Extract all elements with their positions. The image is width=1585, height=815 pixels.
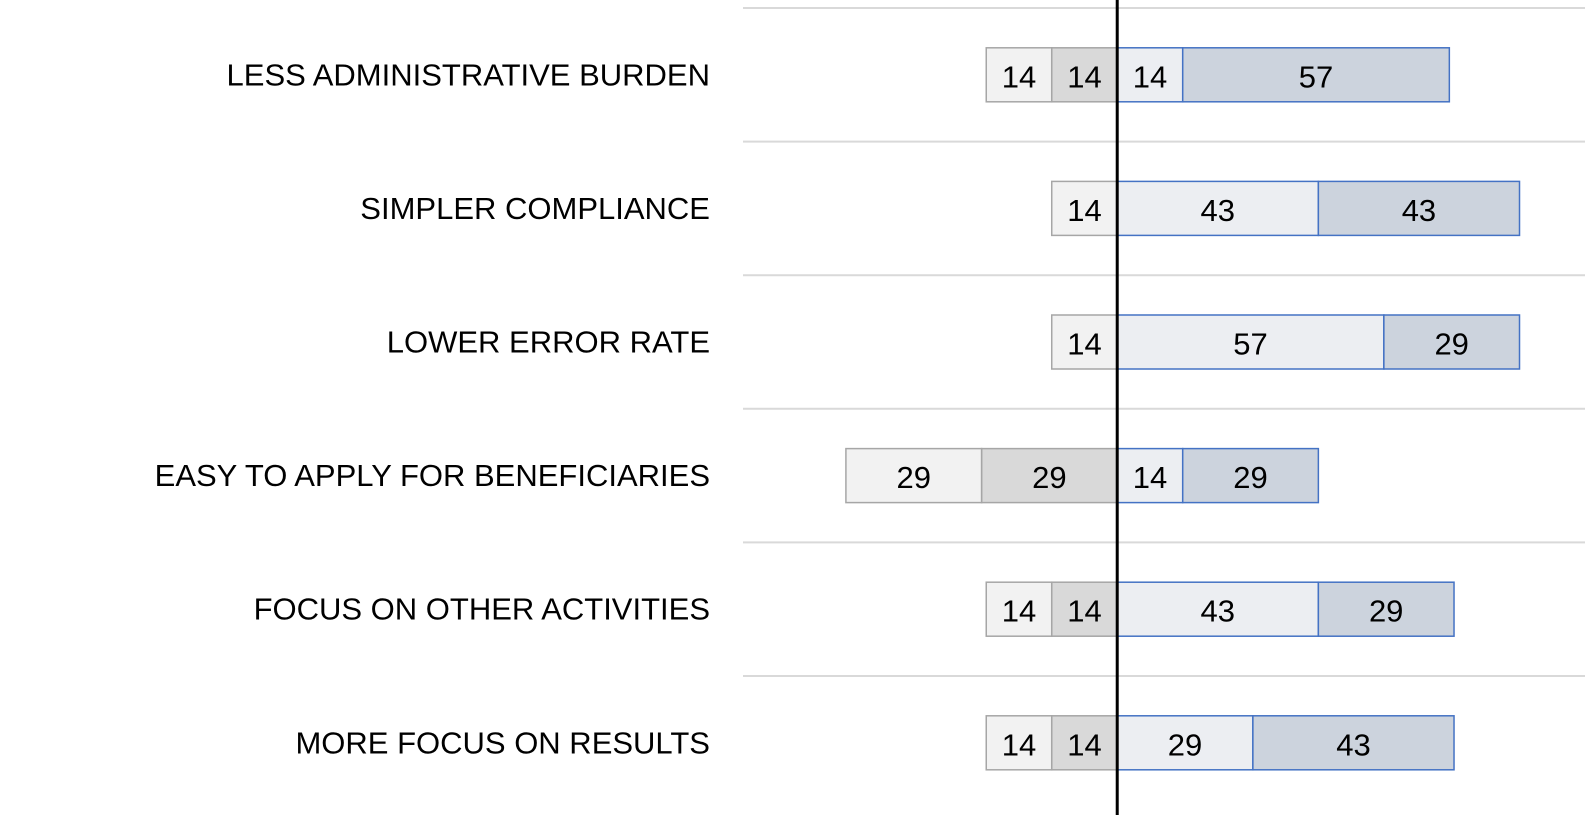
value-label: 29 [896,460,930,495]
category-label: SIMPLER COMPLIANCE [360,191,710,226]
value-label: 57 [1299,59,1333,94]
value-label: 43 [1201,594,1235,629]
value-label: 14 [1133,460,1167,495]
category-label: EASY TO APPLY FOR BENEFICIARIES [155,458,710,493]
bar-segment [1383,314,1521,370]
value-label: 14 [1002,727,1036,762]
bar-segment [1050,314,1118,370]
bar-segment [1317,180,1521,237]
bar-segment [985,715,1053,771]
bar-segment [1050,47,1118,103]
bar-segment [1116,581,1320,637]
value-label: 57 [1233,327,1267,362]
value-label: 14 [1067,327,1101,362]
value-label: 29 [1369,594,1403,629]
category-label: MORE FOCUS ON RESULTS [295,725,710,760]
bar-segment [1181,447,1320,504]
bar-segment [1116,314,1385,370]
value-label: 29 [1168,727,1202,762]
bar-segment [1181,47,1451,103]
bar-segment [1252,715,1455,771]
bar-segment [1317,581,1455,637]
value-label: 43 [1336,727,1370,762]
value-label: 43 [1201,193,1235,228]
bar-segment [985,581,1053,637]
category-label: FOCUS ON OTHER ACTIVITIES [254,592,710,627]
bar-segment [985,47,1053,103]
value-label: 14 [1002,594,1036,629]
value-label: 14 [1133,59,1167,94]
category-label: LESS ADMINISTRATIVE BURDEN [227,57,710,92]
value-label: 29 [1434,327,1468,362]
value-label: 14 [1067,59,1101,94]
bar-segment [980,447,1118,504]
value-label: 29 [1032,460,1066,495]
value-label: 14 [1002,59,1036,94]
value-label: 14 [1067,594,1101,629]
category-label: LOWER ERROR RATE [387,325,710,360]
value-label: 29 [1233,460,1267,495]
bar-segment [1116,447,1184,504]
value-label: 14 [1067,193,1101,228]
value-label: 43 [1402,193,1436,228]
bar-segment [845,447,983,504]
bar-segment [1116,715,1254,771]
bar-segment [1050,180,1118,237]
value-label: 14 [1067,727,1101,762]
bar-segment [1116,180,1320,237]
